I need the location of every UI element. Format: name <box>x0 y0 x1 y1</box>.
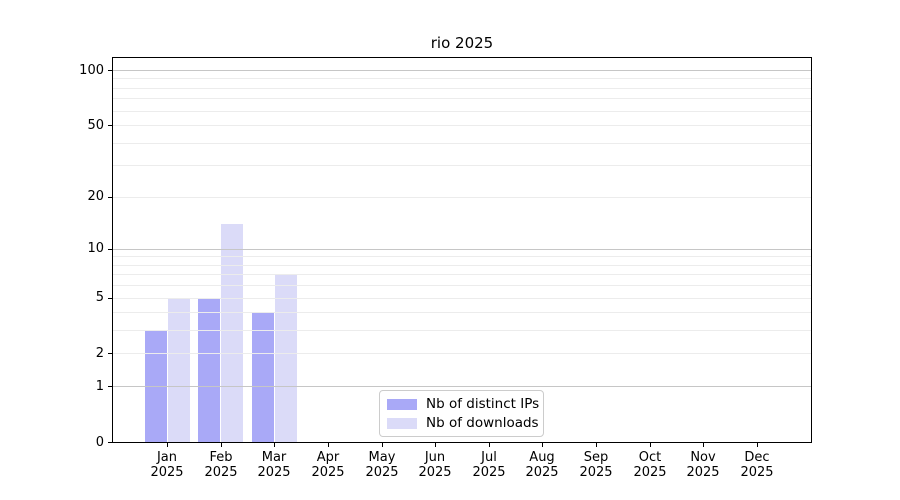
x-axis-tick <box>542 443 543 447</box>
x-tick-label: Oct 2025 <box>633 450 667 480</box>
y-tick-label: 100 <box>79 63 104 78</box>
bar-downloads <box>167 297 190 442</box>
y-tick-label: 20 <box>87 189 104 204</box>
legend-item-downloads: Nb of downloads <box>380 415 543 431</box>
gridline <box>113 274 811 275</box>
x-axis-tick <box>328 443 329 447</box>
gridline <box>113 111 811 112</box>
gridline <box>113 285 811 286</box>
x-tick-label: Mar 2025 <box>257 450 291 480</box>
gridline <box>113 143 811 144</box>
bar-downloads <box>221 223 244 442</box>
gridline <box>113 330 811 331</box>
legend-label-downloads: Nb of downloads <box>426 415 539 431</box>
gridline <box>113 249 811 250</box>
y-tick-label: 1 <box>95 379 104 394</box>
y-axis-tick <box>108 197 112 198</box>
gridline <box>113 298 811 299</box>
gridline <box>113 70 811 71</box>
bar-downloads <box>274 274 297 442</box>
y-axis-tick <box>108 353 112 354</box>
legend-swatch-downloads <box>387 417 417 429</box>
chart-title: rio 2025 <box>430 34 494 52</box>
gridline <box>113 353 811 354</box>
legend-label-distinct-ips: Nb of distinct IPs <box>426 396 540 412</box>
x-axis-tick <box>382 443 383 447</box>
x-axis-tick <box>757 443 758 447</box>
x-axis-tick <box>703 443 704 447</box>
y-axis-tick <box>108 70 112 71</box>
x-axis-tick <box>221 443 222 447</box>
x-axis-tick <box>650 443 651 447</box>
legend-item-distinct-ips: Nb of distinct IPs <box>380 396 543 412</box>
x-tick-label: Nov 2025 <box>686 450 720 480</box>
plot-area: Nb of distinct IPs Nb of downloads <box>112 57 812 443</box>
gridline <box>113 197 811 198</box>
x-axis-tick <box>274 443 275 447</box>
x-tick-label: Jun 2025 <box>418 450 452 480</box>
x-tick-label: Dec 2025 <box>740 450 774 480</box>
y-axis-tick <box>108 386 112 387</box>
x-tick-label: Aug 2025 <box>525 450 559 480</box>
y-tick-label: 2 <box>95 346 104 361</box>
bar-distinct-ips <box>198 297 221 442</box>
x-tick-label: Jul 2025 <box>472 450 506 480</box>
y-tick-label: 50 <box>87 118 104 133</box>
x-tick-label: Jan 2025 <box>150 450 184 480</box>
x-axis-tick <box>596 443 597 447</box>
y-axis-tick <box>108 442 112 443</box>
y-axis-tick <box>108 125 112 126</box>
gridline <box>113 78 811 79</box>
y-axis-tick <box>108 298 112 299</box>
gridline <box>113 125 811 126</box>
gridline <box>113 312 811 313</box>
x-axis-tick <box>167 443 168 447</box>
x-tick-label: Apr 2025 <box>311 450 345 480</box>
y-tick-label: 0 <box>95 435 104 450</box>
gridline <box>113 88 811 89</box>
x-axis-tick <box>489 443 490 447</box>
gridline <box>113 98 811 99</box>
gridline <box>113 265 811 266</box>
gridline <box>113 386 811 387</box>
x-tick-label: Sep 2025 <box>579 450 613 480</box>
x-axis-tick <box>435 443 436 447</box>
gridline <box>113 256 811 257</box>
y-tick-label: 5 <box>95 290 104 305</box>
bar-distinct-ips <box>251 312 274 442</box>
gridline <box>113 165 811 166</box>
legend: Nb of distinct IPs Nb of downloads <box>379 390 544 437</box>
x-tick-label: May 2025 <box>365 450 399 480</box>
y-axis-tick <box>108 249 112 250</box>
legend-swatch-distinct-ips <box>387 398 417 410</box>
y-tick-label: 10 <box>87 241 104 256</box>
x-tick-label: Feb 2025 <box>204 450 238 480</box>
